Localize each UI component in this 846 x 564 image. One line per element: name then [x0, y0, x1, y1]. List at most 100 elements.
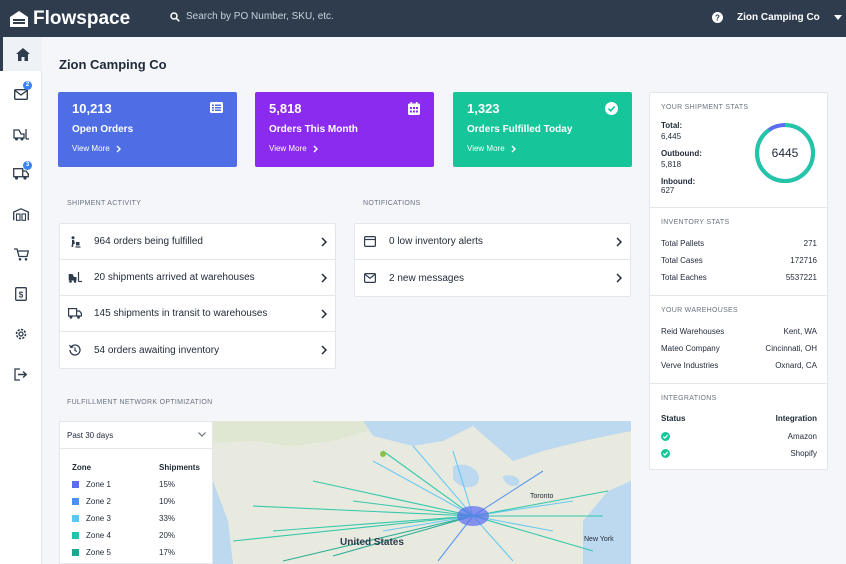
view-more-link[interactable]: View More — [72, 144, 223, 153]
chevron-right-icon — [321, 345, 327, 355]
nav-billing[interactable]: $ — [0, 277, 42, 311]
check-circle-icon — [605, 102, 618, 115]
notifications-title: NOTIFICATIONS — [363, 200, 421, 207]
integration-row[interactable]: Amazon — [661, 432, 817, 441]
shipment-stats-section: YOUR SHIPMENT STATS Total: 6,445 Outboun… — [650, 93, 827, 208]
shipment-ring-chart: 6445 — [755, 123, 815, 183]
zone-swatch — [72, 481, 79, 488]
nav-logout[interactable] — [0, 357, 42, 391]
integrations-title: INTEGRATIONS — [661, 395, 717, 402]
app-name: Flowspace — [33, 7, 131, 29]
zone-row: Zone 1 15% — [72, 480, 202, 489]
kv-key: Total Eaches — [661, 273, 707, 282]
gear-icon — [15, 328, 27, 340]
kv-value: Kent, WA — [783, 327, 818, 336]
view-more-label: View More — [269, 144, 307, 153]
map-marker — [380, 451, 386, 457]
history-icon — [69, 344, 81, 356]
nav-warehouses[interactable] — [0, 197, 42, 231]
inventory-box-icon — [364, 236, 376, 247]
pacific — [213, 481, 233, 564]
help-icon[interactable]: ? — [712, 12, 723, 23]
list-item[interactable]: 2 new messages — [355, 260, 630, 296]
warehouses-title: YOUR WAREHOUSES — [661, 307, 738, 314]
inbound-value: 627 — [661, 186, 675, 195]
svg-text:?: ? — [715, 14, 720, 23]
account-menu[interactable]: Zion Camping Co — [737, 12, 842, 23]
zone-pct: 10% — [159, 497, 176, 506]
zone-panel: Past 30 days Zone Shipments Zone 1 15% Zo… — [59, 421, 213, 564]
warehouse-row[interactable]: Verve Industries Oxnard, CA — [661, 361, 817, 370]
app-logo[interactable]: Flowspace — [9, 8, 130, 30]
origin-cluster — [457, 506, 489, 526]
view-more-label: View More — [467, 144, 505, 153]
search-input[interactable] — [186, 11, 386, 22]
chevron-right-icon — [321, 237, 327, 247]
person-dolly-icon — [71, 235, 80, 248]
list-item[interactable]: 54 orders awaiting inventory — [60, 332, 335, 368]
forklift-icon — [68, 272, 82, 283]
view-more-link[interactable]: View More — [467, 144, 618, 153]
invoice-icon: $ — [15, 287, 27, 301]
shipment-routes — [232, 445, 609, 562]
list-item[interactable]: 0 low inventory alerts — [355, 224, 630, 260]
card-value: 10,213 — [72, 101, 112, 116]
warehouses-section: YOUR WAREHOUSES Reid Warehouses Kent, WA … — [650, 296, 827, 384]
canada-area — [213, 421, 368, 446]
zone-name: Zone 2 — [86, 497, 111, 506]
view-more-link[interactable]: View More — [269, 144, 420, 153]
card-label: Orders Fulfilled Today — [467, 124, 573, 135]
zone-row: Zone 2 10% — [72, 497, 202, 506]
nav-orders[interactable] — [0, 237, 42, 271]
total-label: Total: — [661, 121, 683, 130]
integrations-section: INTEGRATIONS Status Integration Amazon Sh… — [650, 384, 827, 470]
nav-settings[interactable] — [0, 317, 42, 351]
card-label: Open Orders — [72, 124, 134, 135]
search-bar[interactable] — [170, 11, 386, 22]
network-map[interactable]: United States Toronto New York — [213, 421, 631, 564]
list-item[interactable]: 964 orders being fulfilled — [60, 224, 335, 260]
warehouse-row[interactable]: Mateo Company Cincinnati, OH — [661, 344, 817, 353]
integration-row[interactable]: Shopify — [661, 449, 817, 458]
card-value: 5,818 — [269, 101, 302, 116]
inventory-row: Total Pallets 271 — [661, 239, 817, 248]
card-label: Orders This Month — [269, 124, 358, 135]
row-label: 54 orders awaiting inventory — [94, 344, 220, 356]
atlantic — [583, 481, 631, 564]
warehouse-row[interactable]: Reid Warehouses Kent, WA — [661, 327, 817, 336]
chevron-down-icon — [198, 432, 206, 437]
orders-this-month-card[interactable]: 5,818 Orders This Month View More — [255, 92, 434, 167]
nav-transit[interactable]: 3 — [0, 157, 42, 191]
envelope-icon — [14, 88, 28, 100]
kv-value: Cincinnati, OH — [765, 344, 817, 353]
orders-fulfilled-card[interactable]: 1,323 Orders Fulfilled Today View More — [453, 92, 632, 167]
view-more-label: View More — [72, 144, 110, 153]
nav-messages[interactable]: 2 — [0, 77, 42, 111]
sidebar: 2 3 $ — [0, 37, 42, 564]
nav-shipments[interactable] — [0, 117, 42, 151]
chevron-right-icon — [321, 309, 327, 319]
zone-name: Zone 5 — [86, 548, 111, 557]
inventory-row: Total Eaches 5537221 — [661, 273, 817, 282]
zone-name: Zone 1 — [86, 480, 111, 489]
outbound-value: 5,818 — [661, 160, 682, 169]
kv-value: Oxnard, CA — [775, 361, 817, 370]
page-title: Zion Camping Co — [59, 57, 167, 72]
period-value: Past 30 days — [67, 430, 114, 440]
period-select[interactable]: Past 30 days — [60, 422, 212, 449]
list-item[interactable]: 20 shipments arrived at warehouses — [60, 260, 335, 296]
row-label: 145 shipments in transit to warehouses — [94, 308, 268, 319]
open-orders-card[interactable]: 10,213 Open Orders View More — [58, 92, 237, 167]
zone-pct: 33% — [159, 514, 176, 523]
zone-swatch — [72, 532, 79, 539]
kv-value: 271 — [803, 239, 817, 248]
map-label-newyork: New York — [584, 536, 614, 543]
check-circle-icon — [661, 432, 670, 441]
integration-name: Shopify — [790, 449, 817, 458]
nav-home[interactable] — [0, 37, 42, 71]
row-label: 20 shipments arrived at warehouses — [94, 272, 255, 283]
list-item[interactable]: 145 shipments in transit to warehouses — [60, 296, 335, 332]
zone-swatch — [72, 498, 79, 505]
zone-header: Zone — [72, 463, 92, 472]
ring-value: 6445 — [772, 146, 799, 160]
